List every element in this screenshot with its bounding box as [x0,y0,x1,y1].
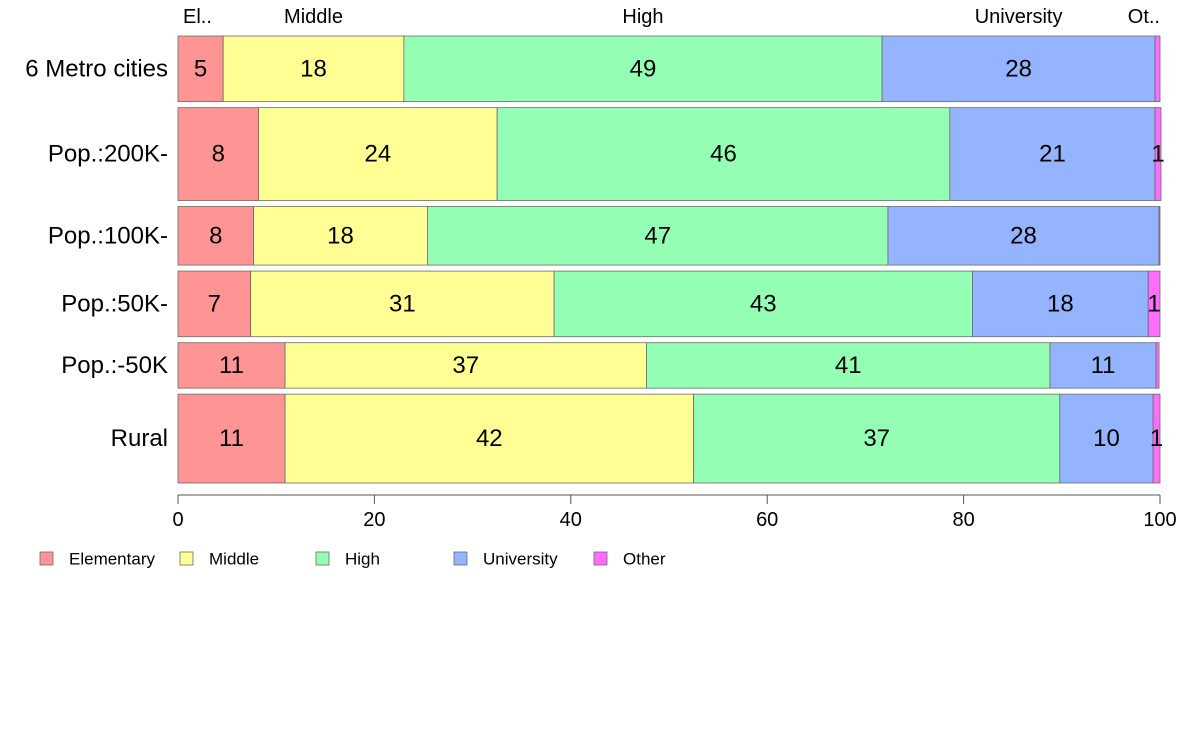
x-tick-label-40: 40 [560,509,582,531]
x-tick-label-60: 60 [756,509,778,531]
data-label-university-pop-50k: 11 [1091,352,1116,379]
data-label-high-6-metro-cities: 49 [630,55,657,82]
category-labels-layer: 6 Metro cities Pop.:200K- Pop.:100K- Pop.:5… [25,55,168,452]
bar-other-pop-100k [1158,206,1161,266]
category-label-rural: Rural [111,425,168,452]
data-labels-layer: 5 18 49 288 24 46 21 18 18 47 287 31 43 18 111 37 41 1111… [194,55,1165,452]
bar-other-pop-50k [1147,270,1161,338]
bar-elementary-pop-50k [177,270,252,338]
category-label-pop-100k: Pop.:100K- [48,222,168,249]
bar-university-6-metro-cities [881,35,1156,103]
legend-label-other: Other [623,550,666,569]
data-label-middle-pop-100k: 18 [327,222,354,249]
bar-other-6-metro-cities [1154,35,1161,103]
data-label-elementary-pop-50k: 7 [208,290,221,317]
data-label-other-rural: 1 [1150,425,1163,452]
legend-label-high: High [345,550,380,569]
data-label-middle-pop-50k: 31 [389,290,416,317]
bar-high-pop-50k [553,270,973,338]
category-label-pop-200k: Pop.:200K- [48,141,168,168]
x-axis: 0 20 40 60 80 100 [172,494,1177,531]
x-tick-label-0: 0 [172,509,183,531]
bar-middle-rural [284,393,694,484]
bar-other-rural [1152,393,1161,484]
category-label-pop-50k: Pop.:-50K [61,352,168,379]
bar-high-6-metro-cities [403,35,883,103]
legend-swatch-elementary [39,551,54,566]
top-label-el: El.. [183,6,212,28]
bar-elementary-pop-200k [177,107,259,201]
legend-label-university: University [483,550,558,569]
bar-elementary-6-metro-cities [177,35,224,103]
bar-university-rural [1059,393,1154,484]
bar-high-pop-50k [646,342,1051,389]
top-label-ot: Ot.. [1128,6,1160,28]
bar-other-pop-50k [1155,342,1160,389]
bar-elementary-rural [177,393,286,484]
top-labels-layer: El.. Middle High University Ot.. [183,6,1160,28]
data-label-high-pop-200k: 46 [710,141,737,168]
data-label-university-rural: 10 [1093,425,1120,452]
legend-swatch-university [453,551,468,566]
legend-swatch-other [593,551,608,566]
legend-label-middle: Middle [209,550,259,569]
data-label-elementary-6-metro-cities: 5 [194,55,207,82]
bar-middle-pop-50k [250,270,555,338]
data-label-university-pop-50k: 18 [1047,290,1074,317]
bar-university-pop-100k [887,206,1160,266]
bars-layer [177,35,1162,484]
data-label-elementary-pop-50k: 11 [219,352,244,379]
bar-middle-pop-50k [284,342,647,389]
bar-high-rural [693,393,1061,484]
data-label-middle-pop-50k: 37 [452,352,479,379]
data-label-high-pop-50k: 41 [835,352,862,379]
data-label-high-pop-50k: 43 [750,290,777,317]
legend-label-elementary: Elementary [69,550,155,569]
top-label-university: University [975,6,1063,28]
bar-elementary-pop-100k [177,206,255,266]
data-label-elementary-pop-100k: 8 [209,222,222,249]
data-label-elementary-rural: 11 [219,425,244,452]
data-label-middle-rural: 42 [476,425,503,452]
bar-university-pop-200k [949,107,1156,201]
data-label-high-pop-100k: 47 [644,222,671,249]
data-label-university-pop-200k: 21 [1039,141,1066,168]
bar-middle-6-metro-cities [222,35,405,103]
top-label-middle: Middle [284,6,343,28]
bar-high-pop-200k [496,107,951,201]
category-label-pop-50k: Pop.:50K- [61,290,168,317]
legend-swatch-high [315,551,330,566]
data-label-other-pop-200k: 1 [1151,141,1164,168]
data-label-university-pop-100k: 28 [1010,222,1037,249]
data-label-middle-pop-200k: 24 [364,141,391,168]
x-tick-label-20: 20 [363,509,385,531]
bar-university-pop-50k [1049,342,1157,389]
legend: Elementary Middle High University Other [39,550,666,569]
x-tick-label-80: 80 [952,509,974,531]
data-label-other-pop-50k: 1 [1147,290,1160,317]
category-label-6-metro-cities: 6 Metro cities [25,55,168,82]
data-label-elementary-pop-200k: 8 [212,141,225,168]
x-tick-label-100: 100 [1143,509,1176,531]
bar-other-pop-200k [1154,107,1162,201]
top-label-high: High [622,6,663,28]
data-label-university-6-metro-cities: 28 [1005,55,1032,82]
data-label-high-rural: 37 [863,425,890,452]
legend-swatch-middle [179,551,194,566]
data-label-middle-6-metro-cities: 18 [300,55,327,82]
bar-elementary-pop-50k [177,342,286,389]
bar-high-pop-100k [427,206,889,266]
bar-middle-pop-100k [253,206,428,266]
bar-middle-pop-200k [258,107,498,201]
